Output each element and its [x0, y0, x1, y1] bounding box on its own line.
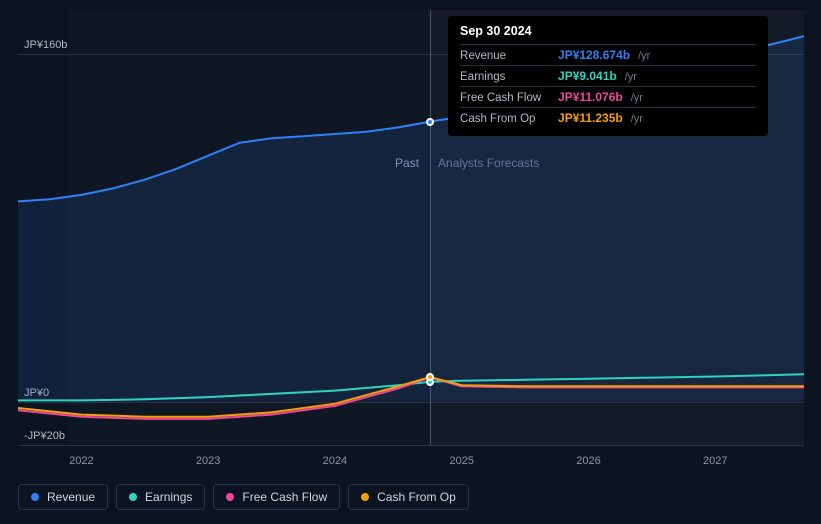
chart-container: JP¥160bJP¥0-JP¥20b2022202320242025202620…	[18, 10, 804, 445]
legend-item-fcf[interactable]: Free Cash Flow	[213, 484, 340, 510]
tooltip-row-unit: /yr	[625, 71, 637, 83]
tooltip-row-value: JP¥11.076b	[558, 90, 623, 104]
marker-revenue	[426, 118, 434, 126]
legend-item-cfo[interactable]: Cash From Op	[348, 484, 469, 510]
tooltip-row-value: JP¥11.235b	[558, 111, 623, 125]
tooltip-row: Cash From Op JP¥11.235b/yr	[460, 107, 756, 128]
legend-swatch-icon	[129, 493, 137, 501]
legend-swatch-icon	[361, 493, 369, 501]
tooltip-row-value: JP¥9.041b	[558, 69, 617, 83]
tooltip-row-label: Revenue	[460, 50, 550, 62]
tooltip-row-unit: /yr	[631, 92, 643, 104]
tooltip-row-label: Earnings	[460, 71, 550, 83]
x-axis-label: 2023	[196, 455, 220, 467]
legend-swatch-icon	[226, 493, 234, 501]
tooltip: Sep 30 2024RevenueJP¥128.674b/yrEarnings…	[448, 16, 768, 136]
legend-label: Cash From Op	[377, 490, 456, 504]
legend-label: Earnings	[145, 490, 192, 504]
tooltip-row-unit: /yr	[638, 50, 650, 62]
tooltip-row-unit: /yr	[631, 113, 643, 125]
legend-label: Revenue	[47, 490, 95, 504]
x-axis-label: 2022	[69, 455, 93, 467]
plot-area[interactable]: JP¥160bJP¥0-JP¥20b2022202320242025202620…	[18, 10, 804, 445]
tooltip-row: Earnings JP¥9.041b/yr	[460, 65, 756, 86]
tooltip-row-label: Cash From Op	[460, 113, 550, 125]
x-axis-label: 2026	[576, 455, 600, 467]
x-axis-label: 2024	[323, 455, 347, 467]
x-axis-label: 2025	[449, 455, 473, 467]
marker-cfo	[426, 373, 434, 381]
legend: Revenue Earnings Free Cash Flow Cash From O…	[18, 484, 469, 510]
gridline	[18, 445, 804, 446]
tooltip-row: Revenue JP¥128.674b/yr	[460, 44, 756, 65]
legend-swatch-icon	[31, 493, 39, 501]
legend-item-revenue[interactable]: Revenue	[18, 484, 108, 510]
x-axis-label: 2027	[703, 455, 727, 467]
tooltip-title: Sep 30 2024	[460, 24, 756, 44]
tooltip-row: Free Cash Flow JP¥11.076b/yr	[460, 86, 756, 107]
tooltip-row-value: JP¥128.674b	[558, 48, 630, 62]
tooltip-row-label: Free Cash Flow	[460, 92, 550, 104]
legend-item-earnings[interactable]: Earnings	[116, 484, 205, 510]
legend-label: Free Cash Flow	[242, 490, 327, 504]
